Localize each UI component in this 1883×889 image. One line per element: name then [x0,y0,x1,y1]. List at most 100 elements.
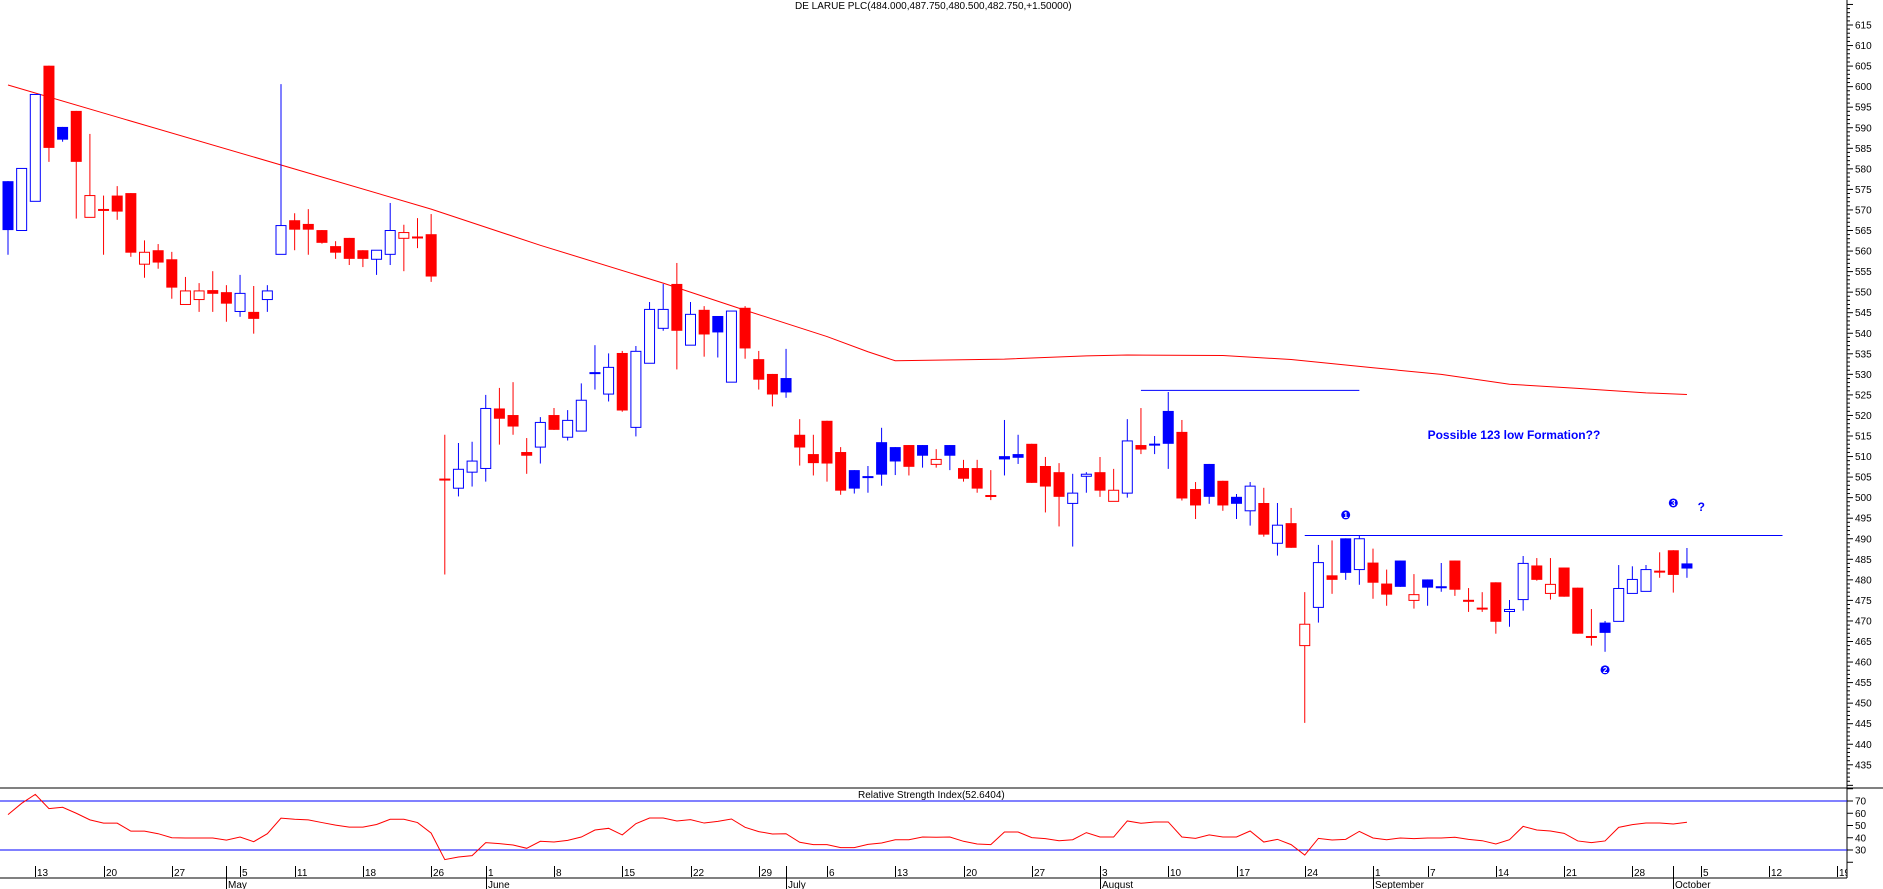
candle-body-filled [917,445,929,456]
candle [1190,482,1202,520]
candle [70,110,82,219]
candle [548,408,560,430]
price-tick-label: 470 [1855,616,1872,627]
candle-body-hollow [1517,562,1529,601]
candle [534,417,546,464]
candle-body-doji [1463,599,1475,602]
candle [289,213,301,251]
candle-body-filled [343,237,355,259]
candle [671,262,683,370]
candle [480,394,492,482]
candle [930,449,942,468]
day-tick-label: 7 [1430,868,1436,879]
candle-body-filled [70,110,82,162]
candle-body-filled [1039,466,1051,487]
candle-body-filled [125,193,137,253]
candle-body-filled [766,373,778,395]
day-tick-label: 5 [1703,868,1709,879]
candle [29,93,41,202]
candle [1108,468,1120,502]
candle-body-filled [548,415,560,430]
candle-body-filled [1531,565,1543,580]
price-tick-label: 485 [1855,555,1872,566]
price-tick-label: 535 [1855,349,1872,360]
candle-body-filled [1599,622,1611,633]
annotations: Possible 123 low Formation?? ? 1 2 3 [1341,428,1705,675]
candle-body-filled [712,315,724,333]
day-tick-label: 3 [1102,868,1108,879]
candle [384,202,396,266]
candle-body-hollow [1626,578,1638,594]
candle-body-filled [821,420,833,464]
candle-body-hollow [1640,569,1652,592]
candle-body-filled [1203,463,1215,497]
candle-body-hollow [1121,440,1133,494]
candle-body-hollow [398,232,410,239]
candle [1435,562,1447,592]
price-tick-label: 600 [1855,82,1872,93]
candle-body-filled [835,452,847,491]
candle [1121,419,1133,498]
candle-body-hollow [725,310,737,383]
candle [971,459,983,493]
candle [1585,609,1597,646]
candles [2,65,1693,723]
candle-body-hollow [1244,485,1256,512]
candle [234,274,246,317]
price-tick-label: 465 [1855,637,1872,648]
candle [57,126,69,142]
candle-body-hollow [1408,594,1420,601]
day-tick-label: 17 [1239,868,1251,879]
chart-title: DE LARUE PLC(484.000,487.750,480.500,482… [795,1,1072,12]
month-tick-label: October [1675,880,1711,889]
candle [630,345,642,437]
candle-body-filled [1231,496,1242,504]
candle-body-filled [43,65,55,148]
rsi-line [7,793,1688,861]
marker-label: 3 [1671,499,1676,508]
numbered-marker: 3 [1668,498,1678,508]
candle-body-filled [152,250,164,263]
price-tick-label: 515 [1855,432,1872,443]
day-tick-label: 8 [556,868,562,879]
candle-body-filled [1367,562,1379,583]
candle-body-hollow [1544,583,1556,594]
price-tick-label: 500 [1855,493,1872,504]
candle-body-hollow [657,308,669,329]
candle [1258,487,1270,537]
price-tick-label: 565 [1855,226,1872,237]
rsi-tick-label: 50 [1855,821,1867,832]
candle-body-hollow [179,290,191,305]
candle [1176,419,1188,501]
candle-body-filled [1667,550,1679,575]
candle-body-doji [98,208,110,211]
month-tick-label: June [488,880,510,889]
candle-body-doji [412,236,423,239]
candle-body-hollow [930,458,942,465]
candle-body-filled [493,408,505,419]
rsi-tick-label: 70 [1855,797,1867,808]
candle-body-hollow [29,93,41,202]
candle [821,420,833,482]
candle-body-filled [889,447,901,462]
price-tick-label: 450 [1855,699,1872,710]
candle [958,459,969,482]
candle [1681,547,1693,578]
candle-body-filled [848,470,860,489]
candle [1558,567,1570,597]
candle [439,434,451,575]
candle [739,306,751,359]
candle [343,237,355,266]
price-tick-label: 580 [1855,164,1872,175]
candle [16,167,28,231]
candle [275,84,287,255]
rsi-title: Relative Strength Index(52.6404) [858,790,1005,801]
candle-body-filled [1094,472,1106,491]
candle-body-filled [903,445,915,467]
candle [998,419,1010,476]
candle-body-filled [357,250,369,259]
candle-body-filled [248,311,260,319]
day-tick-label: 18 [365,868,377,879]
